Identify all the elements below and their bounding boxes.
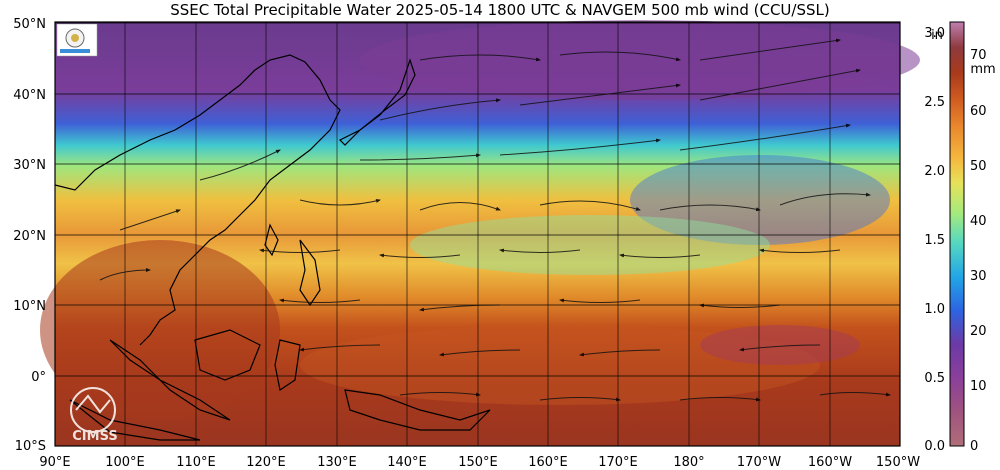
lon-label: 100°E — [105, 455, 145, 470]
colorbar-mm-tick: 20 — [970, 324, 987, 339]
colorbar-mm-tick: 30 — [970, 269, 987, 284]
lon-label: 180° — [673, 455, 704, 470]
lon-label: 150°W — [876, 455, 920, 470]
lon-label: 120°E — [246, 455, 286, 470]
colorbar-mm-tick: 70 — [970, 48, 987, 63]
lon-label: 130°E — [317, 455, 357, 470]
lon-label: 140°E — [387, 455, 427, 470]
colorbar: in mm 3.0 2.5 2.0 1.5 1.0 0.5 0.0 70 60 … — [924, 21, 996, 454]
colorbar-in-tick: 1.0 — [924, 302, 945, 317]
colorbar-mm-tick: 0 — [970, 439, 978, 454]
lon-labels: 90°E 100°E 110°E 120°E 130°E 140°E 150°E… — [39, 455, 920, 470]
colorbar-mm-tick: 50 — [970, 159, 987, 174]
lon-label: 90°E — [39, 455, 70, 470]
colorbar-in-tick: 0.0 — [924, 439, 945, 454]
subtropical-band — [410, 215, 770, 275]
itcz-moist-core — [700, 325, 860, 365]
lon-label: 150°E — [458, 455, 498, 470]
colorbar-gradient — [949, 21, 965, 447]
lon-label: 170°E — [598, 455, 638, 470]
colorbar-unit-in: in — [931, 28, 943, 43]
lat-label: 10°N — [13, 299, 46, 314]
lat-label: 40°N — [13, 88, 46, 103]
colorbar-in-tick: 2.0 — [924, 164, 945, 179]
lat-labels: 50°N 40°N 30°N 20°N 10°N 0° 10°S — [13, 17, 46, 454]
colorbar-mm-tick: 40 — [970, 214, 987, 229]
colorbar-mm-tick: 10 — [970, 379, 987, 394]
itcz-moisture — [300, 325, 820, 405]
north-dry-region — [360, 20, 920, 100]
map-title: SSEC Total Precipitable Water 2025-05-14… — [170, 1, 830, 19]
colorbar-mm-tick: 60 — [970, 104, 987, 119]
lat-label: 30°N — [13, 158, 46, 173]
lon-label: 170°W — [737, 455, 781, 470]
lat-label: 20°N — [13, 229, 46, 244]
lon-label: 160°W — [808, 455, 852, 470]
colorbar-in-tick: 1.5 — [924, 233, 945, 248]
wind-streamlines — [99, 38, 891, 402]
colorbar-in-tick: 0.5 — [924, 371, 945, 386]
colorbar-in-tick: 3.0 — [924, 26, 945, 41]
map-frame — [54, 21, 901, 447]
lat-label: 0° — [31, 370, 46, 385]
noaa-logo — [56, 23, 98, 57]
colorbar-unit-mm: mm — [970, 62, 995, 77]
cimss-logo: CIMSS — [70, 387, 118, 444]
dry-subtropics-east — [630, 155, 890, 245]
maritime-continent-moisture — [40, 240, 280, 420]
colorbar-in-tick: 2.5 — [924, 95, 945, 110]
lon-label: 110°E — [176, 455, 216, 470]
lat-label: 10°S — [15, 439, 46, 454]
lon-label: 160°E — [528, 455, 568, 470]
lat-label: 50°N — [13, 17, 46, 32]
cimss-logo-text: CIMSS — [72, 429, 117, 444]
